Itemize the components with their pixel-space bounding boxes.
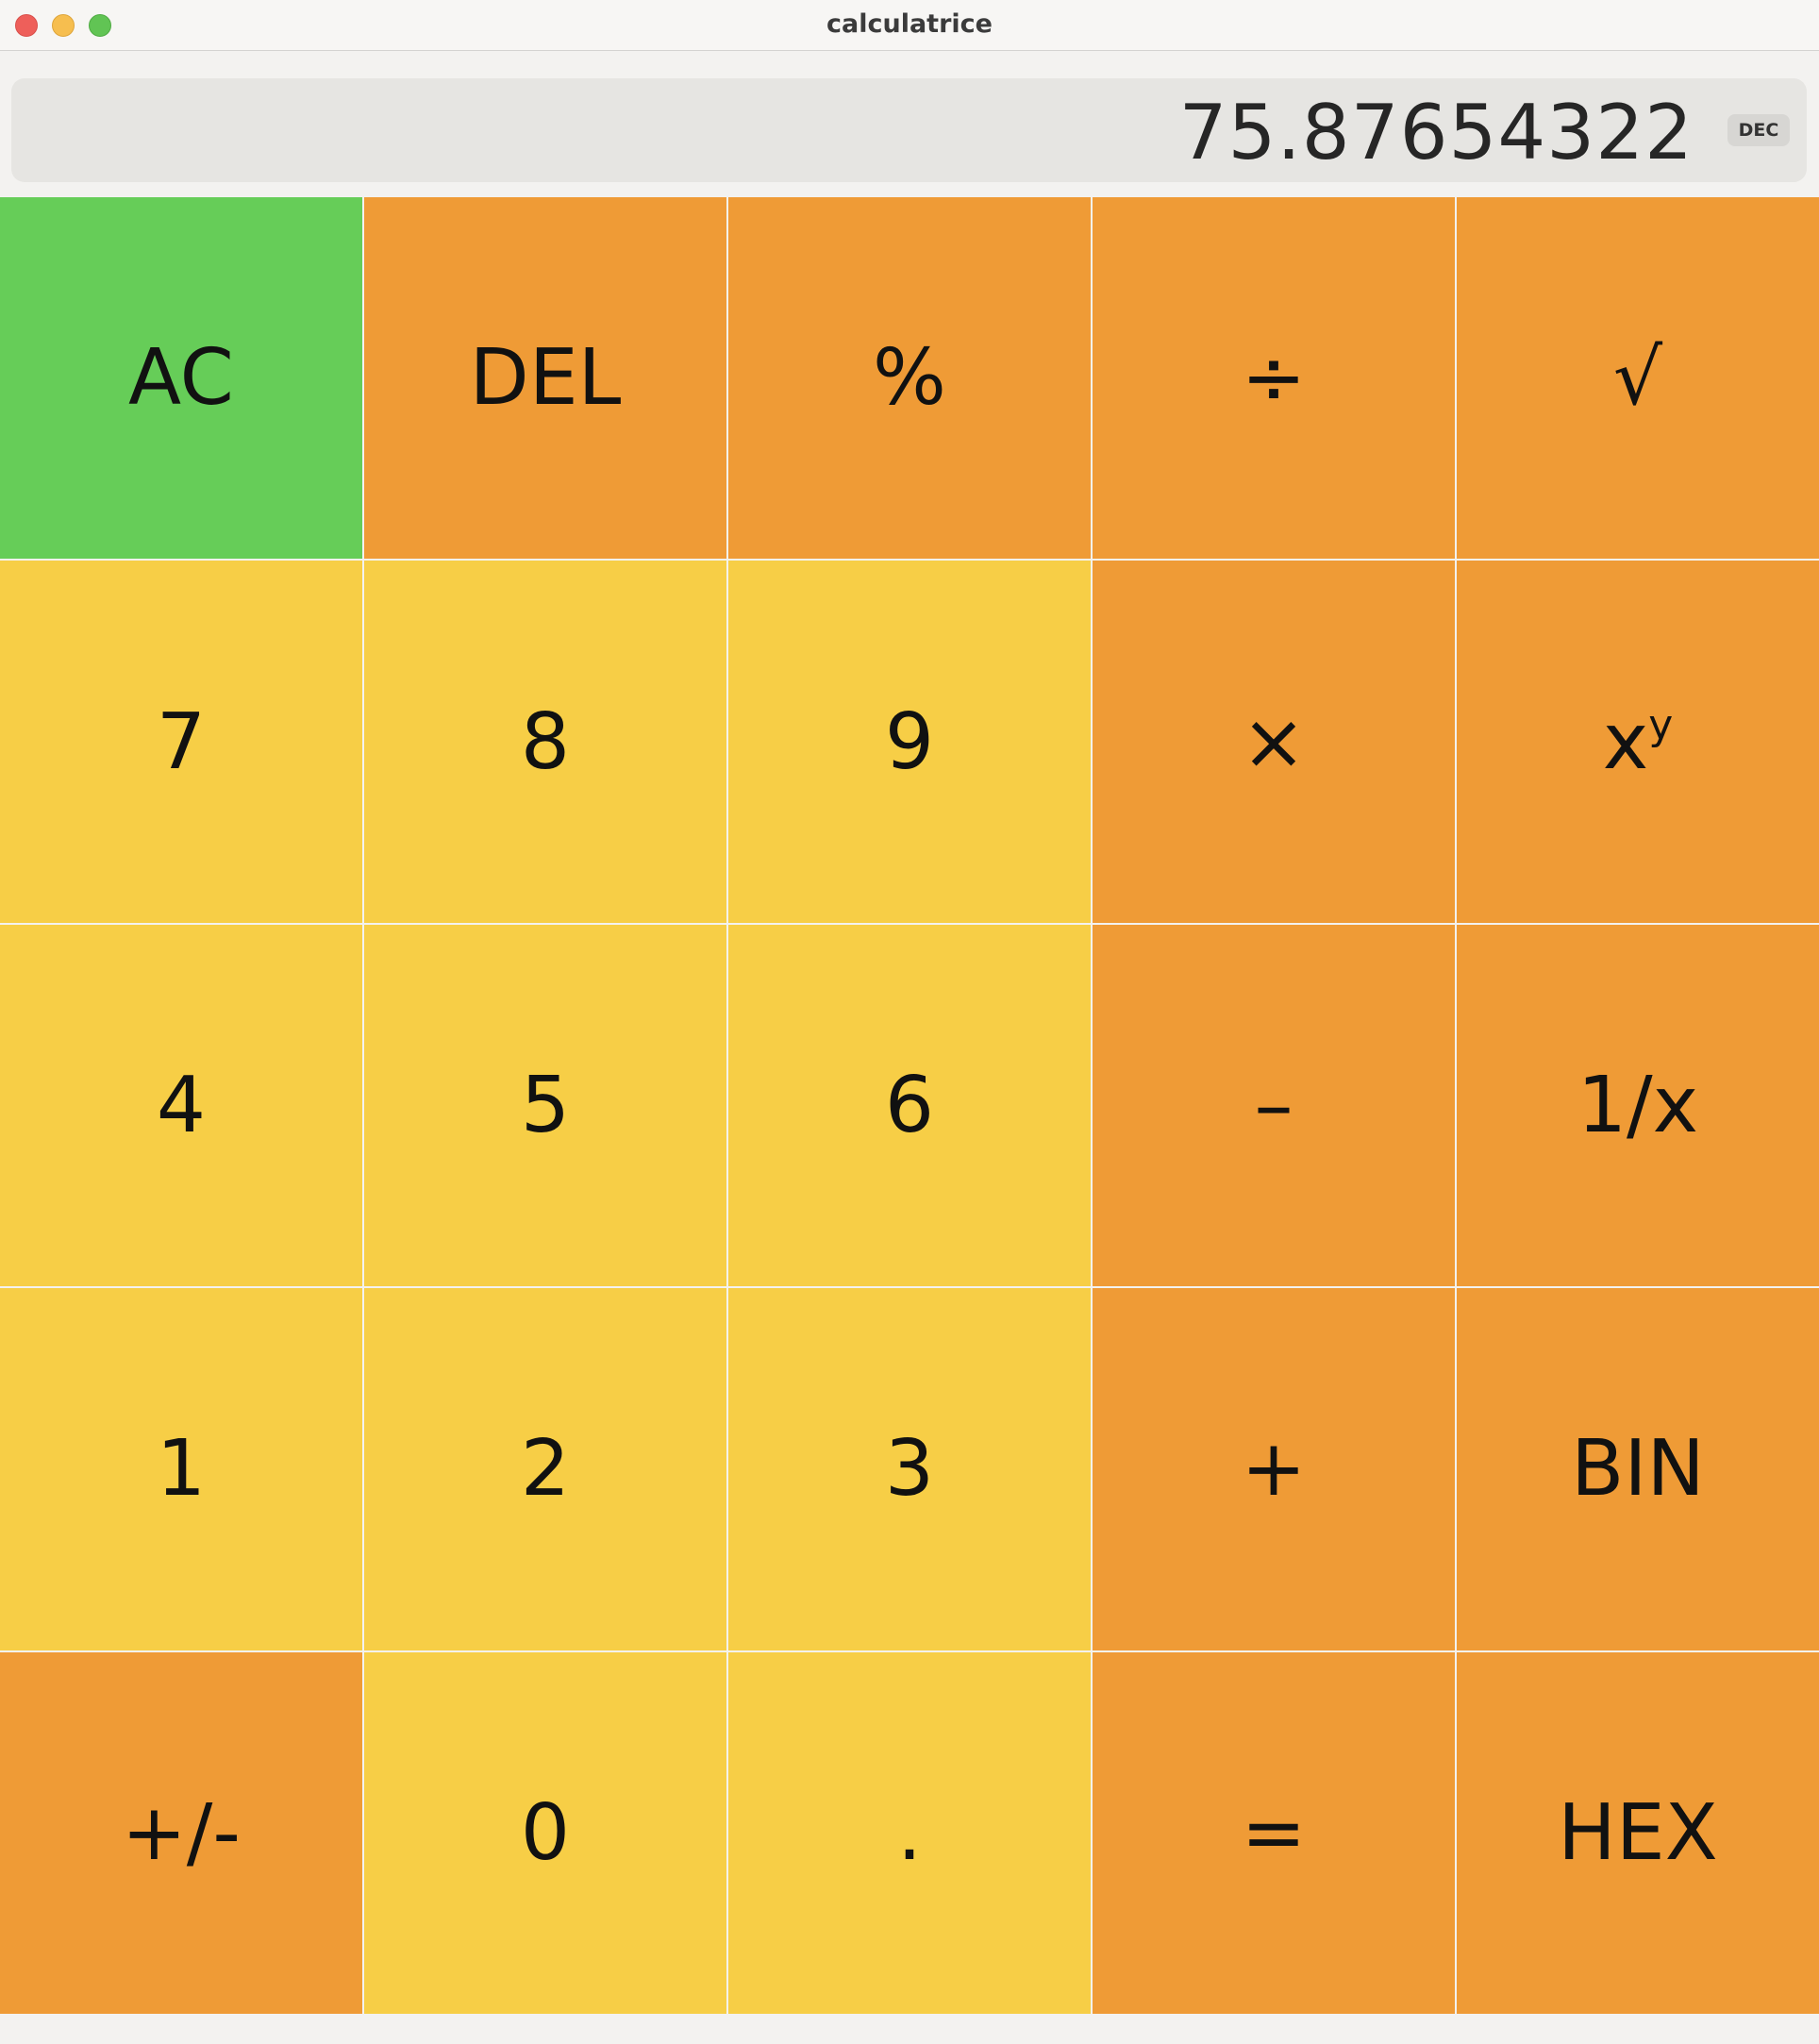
digit-0-button[interactable]: 0	[364, 1651, 726, 2014]
zoom-window-button[interactable]	[89, 14, 111, 37]
window-bottom-edge	[0, 2014, 1819, 2044]
negate-button[interactable]: +/-	[0, 1651, 362, 2014]
window-title: calculatrice	[826, 9, 993, 39]
digit-2-button[interactable]: 2	[364, 1288, 726, 1650]
digit-6-button[interactable]: 6	[728, 924, 1091, 1287]
digit-5-button[interactable]: 5	[364, 924, 726, 1287]
digit-9-button[interactable]: 9	[728, 561, 1091, 923]
percent-button[interactable]: %	[728, 197, 1091, 560]
add-button[interactable]: +	[1093, 1288, 1455, 1650]
multiply-button[interactable]: ×	[1093, 561, 1455, 923]
digit-4-button[interactable]: 4	[0, 924, 362, 1287]
decimal-point-button[interactable]: .	[728, 1651, 1091, 2014]
title-bar: calculatrice	[0, 0, 1819, 51]
delete-button[interactable]: DEL	[364, 197, 726, 560]
number-mode-badge: DEC	[1727, 114, 1790, 146]
equals-button[interactable]: =	[1093, 1651, 1455, 2014]
display-value: 75.87654322	[1178, 89, 1694, 176]
divide-button[interactable]: ÷	[1093, 197, 1455, 560]
digit-7-button[interactable]: 7	[0, 561, 362, 923]
close-window-button[interactable]	[15, 14, 38, 37]
result-display: 75.87654322 DEC	[11, 78, 1807, 182]
binary-mode-button[interactable]: BIN	[1457, 1288, 1819, 1650]
subtract-button[interactable]: –	[1093, 924, 1455, 1287]
minimize-window-button[interactable]	[52, 14, 75, 37]
digit-3-button[interactable]: 3	[728, 1288, 1091, 1650]
all-clear-button[interactable]: AC	[0, 197, 362, 560]
hex-mode-button[interactable]: HEX	[1457, 1651, 1819, 2014]
digit-1-button[interactable]: 1	[0, 1288, 362, 1650]
digit-8-button[interactable]: 8	[364, 561, 726, 923]
reciprocal-button[interactable]: 1/x	[1457, 924, 1819, 1287]
power-base-label: x	[1602, 696, 1649, 787]
power-exponent-label: y	[1648, 700, 1674, 749]
square-root-button[interactable]: √	[1457, 197, 1819, 560]
